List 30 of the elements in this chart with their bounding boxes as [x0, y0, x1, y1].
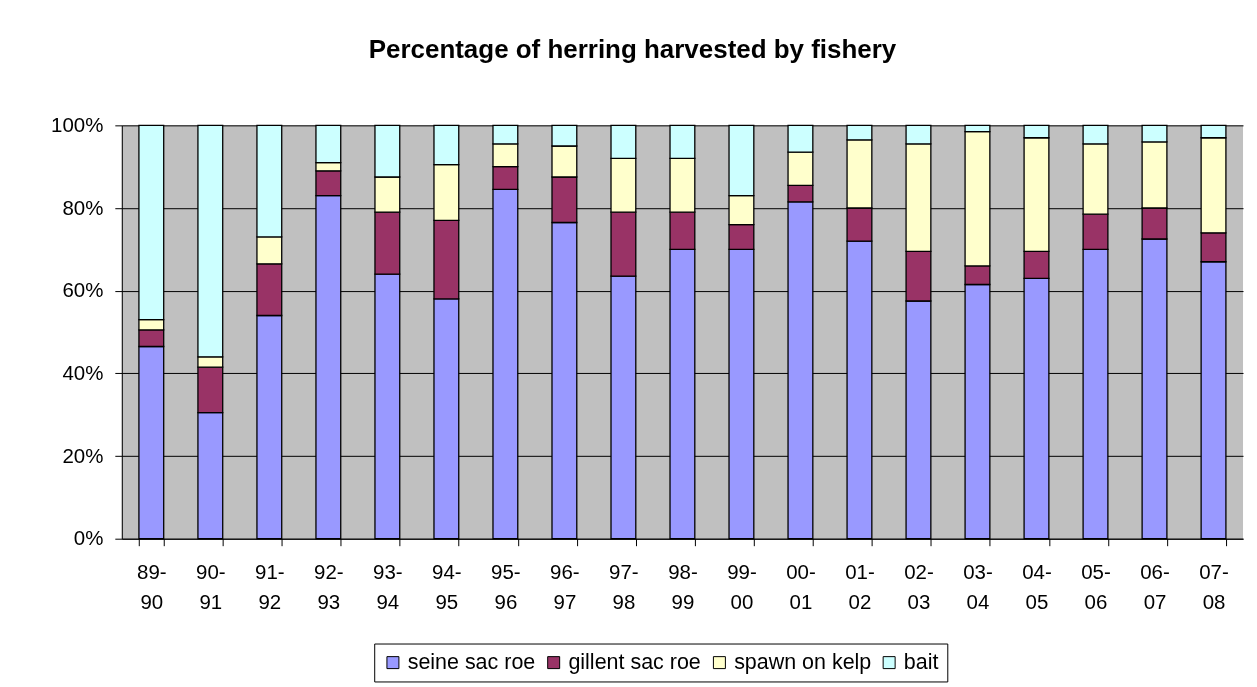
x-tick-label: 94-95 — [432, 560, 462, 614]
legend-label: spawn on kelp — [734, 649, 872, 674]
legend-label: bait — [903, 649, 939, 674]
y-tick-label: 60% — [62, 278, 104, 302]
x-tick-label: 01-02 — [845, 560, 875, 614]
x-tick-label: 92-93 — [314, 560, 344, 614]
y-tick-label: 80% — [62, 195, 104, 219]
x-tick-label: 96-97 — [550, 560, 580, 614]
y-tick-label: 20% — [62, 443, 104, 467]
x-tick-label: 89-90 — [137, 560, 167, 614]
x-tick-label: 90-91 — [196, 560, 226, 614]
legend-label: seine sac roe — [407, 649, 536, 674]
x-tick-label: 02-03 — [904, 560, 934, 614]
y-tick-label: 40% — [62, 360, 104, 384]
y-tick-label: 0% — [73, 526, 104, 550]
x-tick-label: 91-92 — [255, 560, 285, 614]
x-tick-label: 07-08 — [1199, 560, 1229, 614]
y-tick-label: 100% — [51, 112, 104, 136]
x-tick-label: 05-06 — [1081, 560, 1111, 614]
legend-label: gillent sac roe — [568, 649, 701, 674]
x-tick-label: 95-96 — [491, 560, 521, 614]
x-tick-label: 06-07 — [1140, 560, 1170, 614]
x-tick-label: 00-01 — [786, 560, 816, 614]
x-tick-label: 04-05 — [1022, 560, 1052, 614]
x-tick-label: 98-99 — [668, 560, 698, 614]
x-tick-label: 03-04 — [963, 560, 993, 614]
chart-title: Percentage of herring harvested by fishery — [368, 35, 897, 64]
x-tick-label: 97-98 — [609, 560, 639, 614]
x-tick-label: 99-00 — [727, 560, 757, 614]
x-tick-label: 93-94 — [373, 560, 403, 614]
